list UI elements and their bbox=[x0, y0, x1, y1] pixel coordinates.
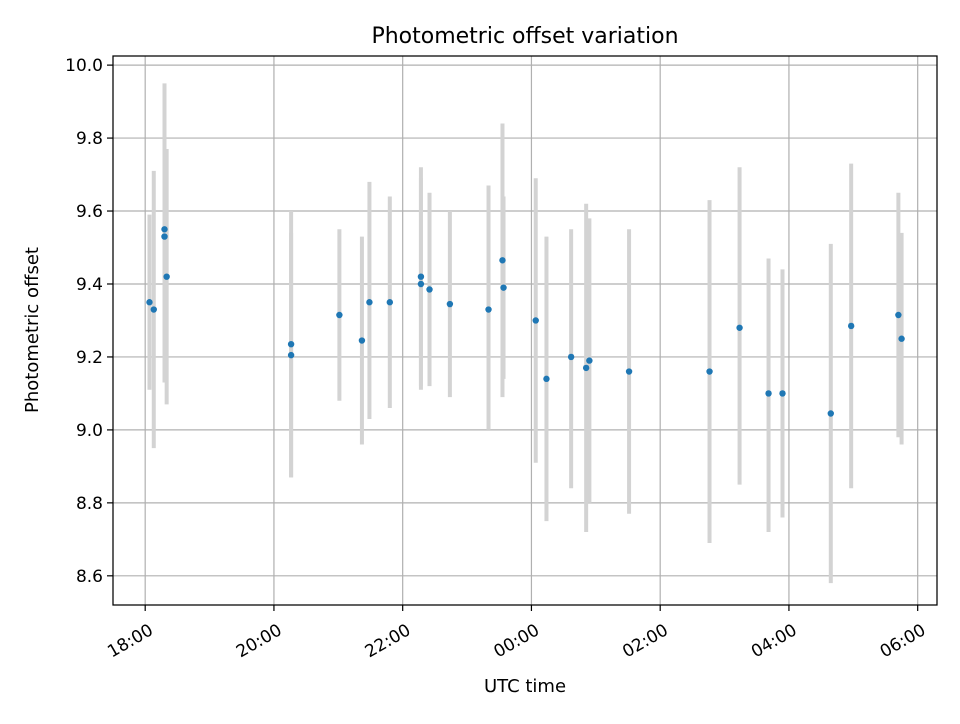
data-point bbox=[779, 390, 786, 397]
y-tick-label: 9.8 bbox=[76, 129, 103, 149]
data-point bbox=[161, 233, 168, 240]
data-point bbox=[898, 335, 905, 342]
data-point bbox=[358, 337, 366, 344]
y-tick-label: 9.6 bbox=[76, 202, 103, 222]
data-point bbox=[500, 284, 507, 291]
y-tick-label: 9.4 bbox=[76, 275, 103, 295]
data-point bbox=[586, 357, 593, 364]
data-point bbox=[736, 324, 743, 331]
data-point bbox=[895, 311, 902, 319]
data-point bbox=[287, 351, 295, 359]
data-point bbox=[543, 375, 550, 383]
y-tick-label: 8.8 bbox=[76, 494, 103, 514]
data-point bbox=[336, 311, 343, 319]
data-point bbox=[417, 273, 425, 280]
data-point bbox=[417, 280, 425, 288]
grid-lines bbox=[113, 56, 937, 605]
y-tick-label: 10.0 bbox=[65, 56, 103, 76]
chart-title: Photometric offset variation bbox=[371, 24, 678, 49]
data-point bbox=[499, 257, 506, 264]
plot-area-frame bbox=[112, 55, 938, 606]
y-axis-label: Photometric offset bbox=[22, 247, 43, 413]
data-point bbox=[446, 300, 454, 308]
data-point bbox=[386, 299, 394, 306]
data-point bbox=[765, 390, 772, 397]
data-point bbox=[582, 364, 590, 372]
data-point bbox=[426, 286, 433, 293]
data-point bbox=[706, 368, 713, 375]
data-point bbox=[366, 299, 373, 306]
data-point bbox=[161, 226, 168, 233]
data-point bbox=[532, 317, 539, 324]
x-axis-label: UTC time bbox=[484, 676, 566, 697]
data-point bbox=[146, 299, 153, 306]
data-point bbox=[847, 322, 855, 330]
data-point bbox=[163, 273, 170, 280]
data-point bbox=[567, 353, 575, 361]
data-point bbox=[625, 368, 633, 375]
data-point bbox=[485, 306, 492, 313]
y-axis-ticks: 8.6 8.8 9.0 9.2 9.4 9.6 9.8 10.0 bbox=[65, 56, 113, 587]
data-point bbox=[150, 306, 157, 313]
y-tick-label: 8.6 bbox=[76, 567, 103, 587]
data-point bbox=[287, 340, 295, 348]
y-tick-label: 9.2 bbox=[76, 348, 103, 368]
y-tick-label: 9.0 bbox=[76, 421, 103, 441]
data-points bbox=[146, 226, 905, 417]
data-point bbox=[827, 410, 834, 417]
